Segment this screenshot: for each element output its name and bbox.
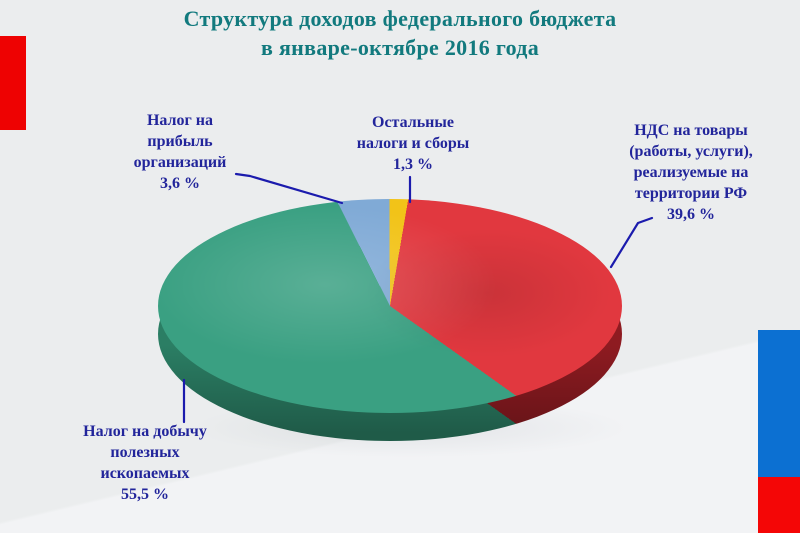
label-line: Остальные	[372, 114, 454, 131]
label-line: территории РФ	[634, 185, 748, 202]
chart-title-line-1: Структура доходов федерального бюджета	[183, 6, 617, 31]
label-line: организаций	[133, 154, 227, 171]
label-line: прибыль	[147, 133, 213, 150]
slice-label-profit-tax: Налог на прибыль организаций 3,6 %	[95, 110, 265, 194]
slice-label-vat: НДС на товары (работы, услуги), реализуе…	[598, 120, 784, 225]
label-line: полезных	[110, 444, 180, 461]
pct-value-mineral-tax: 55,5 %	[121, 486, 169, 503]
label-line: налоги и сборы	[356, 135, 470, 152]
leader-line-vat	[609, 216, 654, 269]
slice-label-other-taxes: Остальные налоги и сборы 1,3 %	[328, 112, 498, 175]
label-line: Налог на	[146, 112, 214, 129]
label-line: НДС на товары	[634, 122, 748, 139]
label-line: ископаемых	[100, 465, 190, 482]
pct-value-other-taxes: 1,3 %	[393, 156, 433, 173]
decor-bar-right-blue	[758, 330, 800, 477]
pie-chart	[158, 199, 622, 413]
label-line: реализуемые на	[633, 164, 749, 181]
chart-title: Структура доходов федерального бюджета в…	[0, 4, 800, 62]
decor-bar-left-red	[0, 36, 26, 130]
label-line: (работы, услуги),	[629, 143, 753, 160]
decor-bar-right-red	[758, 477, 800, 533]
slice-label-mineral-tax: Налог на добычу полезных ископаемых 55,5…	[45, 421, 245, 505]
pct-value-vat: 39,6 %	[667, 206, 715, 223]
label-line: Налог на добычу	[83, 423, 207, 440]
pct-value-profit-tax: 3,6 %	[160, 175, 200, 192]
chart-title-line-2: в январе-октябре 2016 года	[261, 35, 539, 60]
